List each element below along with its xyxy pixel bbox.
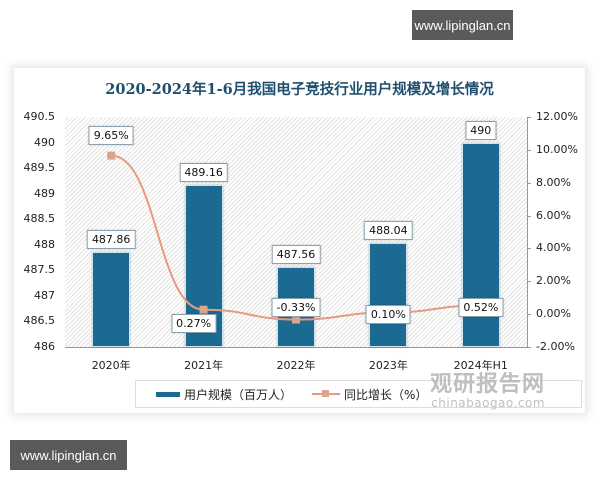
legend: 用户规模（百万人） 同比增长（%）	[135, 380, 582, 408]
left-axis-tick: 486	[34, 340, 55, 353]
left-axis-tick: 487.5	[23, 263, 56, 277]
right-axis-tick: 10.00%	[536, 142, 578, 156]
right-axis-tick-mark	[527, 182, 531, 184]
legend-item-users: 用户规模（百万人）	[156, 386, 292, 403]
left-axis-tick: 487	[34, 288, 55, 302]
x-axis-tick: 2021年	[184, 359, 224, 372]
left-axis-tick: 486.5	[23, 314, 56, 328]
x-axis-tick: 2022年	[276, 359, 316, 372]
x-axis-tick: 2023年	[368, 359, 408, 372]
right-axis-tick: 2.00%	[536, 274, 571, 288]
left-axis-tick: 489.5	[23, 161, 56, 175]
x-axis-tick: 2020年	[91, 359, 131, 372]
bar	[92, 251, 131, 347]
left-axis-tick: 488	[34, 237, 55, 251]
growth-value-label: 9.65%	[88, 125, 134, 145]
x-axis-tick: 2024年H1	[453, 359, 508, 372]
growth-value-label: 0.27%	[171, 313, 217, 333]
bar-value-label: 490	[465, 120, 497, 140]
bar-value-label: 487.56	[271, 245, 321, 265]
left-axis-tick: 490.5	[23, 110, 56, 123]
legend-item-growth: 同比增长（%）	[312, 386, 427, 403]
growth-value-label: 0.10%	[365, 304, 411, 324]
left-axis-tick: 490	[34, 135, 55, 149]
brand-watermark: 观研报告网 chinabaogao.com	[430, 366, 545, 410]
right-axis-tick: 0.00%	[536, 307, 571, 321]
legend-label: 同比增长（%）	[344, 387, 428, 402]
right-axis-tick: 6.00%	[536, 208, 571, 222]
right-axis-tick: 8.00%	[536, 175, 571, 189]
left-axis-tick: 488.5	[23, 212, 56, 226]
right-axis-tick-mark	[527, 314, 531, 316]
growth-value-label: 0.52%	[458, 297, 504, 317]
watermark-top: www.lipinglan.cn	[412, 10, 513, 40]
watermark-bottom: www.lipinglan.cn	[10, 440, 127, 470]
line-marker-swatch-icon	[312, 389, 341, 399]
growth-value-label: -0.33%	[271, 297, 321, 317]
right-axis-tick-mark	[527, 149, 531, 151]
bar-value-label: 487.86	[86, 229, 136, 249]
right-axis-tick: -2.00%	[536, 340, 575, 353]
right-axis-tick-mark	[527, 347, 531, 348]
right-axis-line	[527, 117, 528, 347]
brand-cn: 观研报告网	[430, 372, 546, 397]
brand-en: chinabaogao.com	[431, 396, 546, 410]
right-axis-tick: 4.00%	[536, 241, 571, 255]
legend-label: 用户规模（百万人）	[184, 387, 293, 402]
right-axis-tick-mark	[527, 117, 531, 118]
right-axis-tick: 12.00%	[536, 110, 578, 123]
right-axis-tick-mark	[527, 215, 531, 217]
bar-value-label: 488.04	[364, 220, 413, 240]
chart-title: 2020-2024年1-6月我国电子竞技行业用户规模及增长情况	[105, 81, 494, 98]
bar	[369, 242, 408, 347]
right-axis-tick-mark	[527, 281, 531, 283]
left-axis-tick: 489	[34, 186, 55, 200]
right-axis-tick-mark	[527, 248, 531, 250]
bar-swatch-icon	[156, 391, 180, 397]
bar-value-label: 489.16	[179, 163, 228, 183]
